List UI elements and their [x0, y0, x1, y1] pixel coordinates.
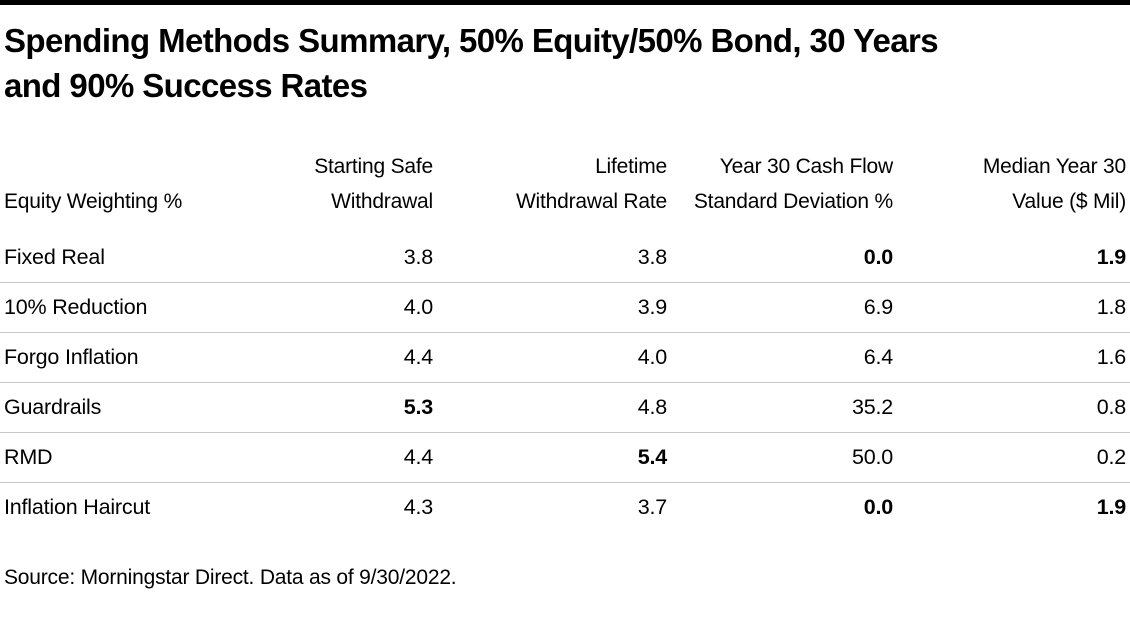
row-value: 50.0 — [851, 445, 893, 469]
column-header-starting-safe-withdrawal: Starting Safe Withdrawal — [314, 155, 433, 213]
row-label: Inflation Haircut — [4, 495, 150, 519]
table-row: 10% Reduction 4.0 3.9 6.9 1.8 — [0, 282, 1130, 332]
page-title: Spending Methods Summary, 50% Equity/50%… — [4, 18, 1126, 108]
row-label: 10% Reduction — [4, 295, 148, 319]
row-value: 1.6 — [1096, 345, 1126, 369]
row-value: 0.0 — [863, 495, 893, 519]
row-value: 4.0 — [637, 345, 667, 369]
row-value: 3.8 — [637, 245, 667, 269]
row-value: 5.4 — [637, 445, 667, 469]
row-value: 1.8 — [1096, 295, 1126, 319]
table-row: Guardrails 5.3 4.8 35.2 0.8 — [0, 382, 1130, 432]
row-value: 4.3 — [403, 495, 433, 519]
page-title-line2: and 90% Success Rates — [4, 67, 368, 104]
row-value: 3.8 — [403, 245, 433, 269]
top-accent-bar — [0, 0, 1130, 5]
row-value: 5.3 — [403, 395, 433, 419]
row-value: 35.2 — [851, 395, 893, 419]
row-value: 3.9 — [637, 295, 667, 319]
row-label: Forgo Inflation — [4, 345, 139, 369]
table-header-row: Equity Weighting % Starting Safe Withdra… — [0, 149, 1130, 219]
column-header-cash-flow-std-dev: Year 30 Cash Flow Standard Deviation % — [693, 155, 893, 213]
row-value: 4.4 — [403, 345, 433, 369]
row-value: 4.8 — [637, 395, 667, 419]
column-header-equity-weighting: Equity Weighting % — [4, 190, 183, 213]
row-label: RMD — [4, 445, 53, 469]
column-header-lifetime-withdrawal-rate: Lifetime Withdrawal Rate — [515, 155, 667, 213]
row-value: 0.0 — [863, 245, 893, 269]
row-label: Fixed Real — [4, 245, 105, 269]
row-value: 0.2 — [1096, 445, 1126, 469]
table-row: Fixed Real 3.8 3.8 0.0 1.9 — [0, 233, 1130, 282]
table-body: Fixed Real 3.8 3.8 0.0 1.9 10% Reduction 4.0 3.… — [0, 233, 1130, 532]
table-row: RMD 4.4 5.4 50.0 0.2 — [0, 432, 1130, 482]
source-note: Source: Morningstar Direct. Data as of 9… — [4, 566, 457, 589]
row-value: 1.9 — [1096, 495, 1126, 519]
column-header-median-year-30-value: Median Year 30 Value ($ Mil) — [982, 155, 1126, 213]
table-row: Inflation Haircut 4.3 3.7 0.0 1.9 — [0, 482, 1130, 532]
row-value: 1.9 — [1096, 245, 1126, 269]
row-label: Guardrails — [4, 395, 102, 419]
page-title-line1: Spending Methods Summary, 50% Equity/50%… — [4, 22, 939, 59]
row-value: 4.0 — [403, 295, 433, 319]
row-value: 6.9 — [863, 295, 893, 319]
row-value: 3.7 — [637, 495, 667, 519]
table-row: Forgo Inflation 4.4 4.0 6.4 1.6 — [0, 332, 1130, 382]
row-value: 4.4 — [403, 445, 433, 469]
row-value: 0.8 — [1096, 395, 1126, 419]
row-value: 6.4 — [863, 345, 893, 369]
